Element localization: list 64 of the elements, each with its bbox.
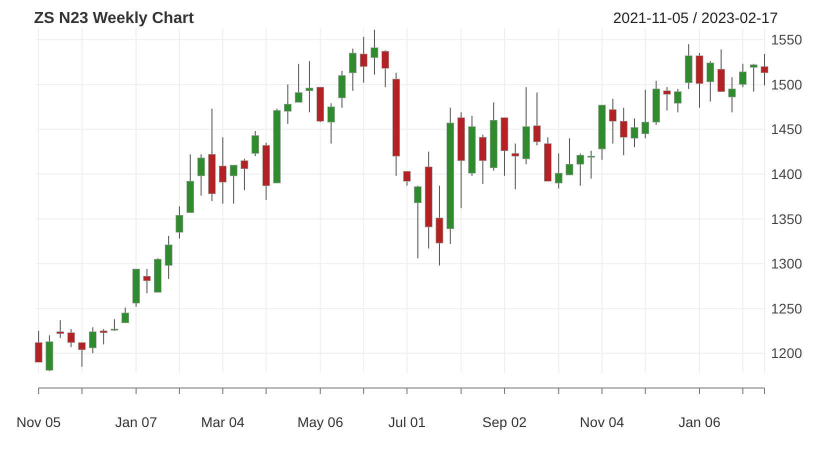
candlestick	[533, 92, 541, 146]
candlestick	[674, 88, 682, 113]
candlestick	[370, 29, 378, 76]
candlestick	[587, 150, 595, 180]
candlestick	[143, 268, 151, 294]
x-tick-label: Nov 04	[580, 414, 624, 430]
candlestick	[176, 206, 184, 240]
x-tick-label: Jan 06	[678, 414, 721, 430]
candlestick	[164, 235, 172, 280]
chart-subtitle: 2021-11-05 / 2023-02-17	[613, 10, 778, 27]
candlestick	[760, 53, 768, 86]
candlestick	[78, 342, 86, 368]
candlestick	[728, 76, 736, 113]
y-tick-label: 1400	[771, 166, 802, 182]
x-tick-label: May 06	[297, 414, 344, 430]
candlestick	[110, 318, 118, 332]
candlestick	[382, 50, 390, 88]
y-tick-label: 1550	[771, 32, 802, 48]
candlestick	[197, 154, 205, 196]
candlestick	[750, 63, 758, 92]
candlestick	[630, 118, 638, 148]
candlestick	[479, 134, 487, 184]
candlestick	[403, 170, 411, 186]
candlestick	[338, 70, 346, 108]
candlestick	[67, 328, 75, 348]
candlestick	[56, 320, 64, 339]
x-tick-label: Sep 02	[482, 414, 527, 430]
candlestick	[620, 107, 628, 156]
y-tick-label: 1450	[771, 121, 802, 138]
candlestick	[306, 60, 314, 113]
candlestick	[294, 63, 302, 103]
candlestick	[663, 86, 671, 111]
candlestick	[360, 36, 368, 84]
candlestick	[327, 102, 335, 144]
y-tick-label: 1500	[771, 76, 802, 92]
candlestick	[554, 152, 562, 189]
chart-title: ZS N23 Weekly Chart	[34, 10, 194, 27]
y-tick-label: 1250	[771, 300, 802, 316]
candlestick	[122, 307, 130, 324]
x-tick-label: Nov 05	[16, 414, 61, 430]
x-tick-label: Jul 01	[388, 414, 426, 430]
candlestick	[706, 60, 714, 102]
candlestick	[219, 136, 227, 204]
x-tick-label: Mar 04	[200, 414, 245, 430]
candlestick	[240, 158, 248, 191]
y-tick-label: 1200	[771, 345, 802, 362]
candlestick	[252, 130, 260, 157]
candlestick	[349, 48, 357, 92]
y-tick-label: 1300	[771, 256, 802, 272]
candlestick	[566, 138, 574, 176]
candlestick	[34, 330, 42, 363]
candlestick	[609, 98, 617, 144]
candlestick	[414, 185, 422, 259]
candlestick	[100, 328, 108, 345]
candlestick	[717, 49, 725, 92]
candlestick	[512, 143, 520, 190]
candlestick	[230, 164, 238, 204]
candlestick	[739, 63, 747, 88]
x-tick-label: Jan 07	[115, 414, 158, 430]
candlestick	[89, 326, 97, 354]
candlestick	[642, 89, 650, 139]
y-tick-label: 1350	[771, 210, 802, 227]
candlestick	[576, 152, 584, 186]
candlestick	[284, 84, 292, 124]
